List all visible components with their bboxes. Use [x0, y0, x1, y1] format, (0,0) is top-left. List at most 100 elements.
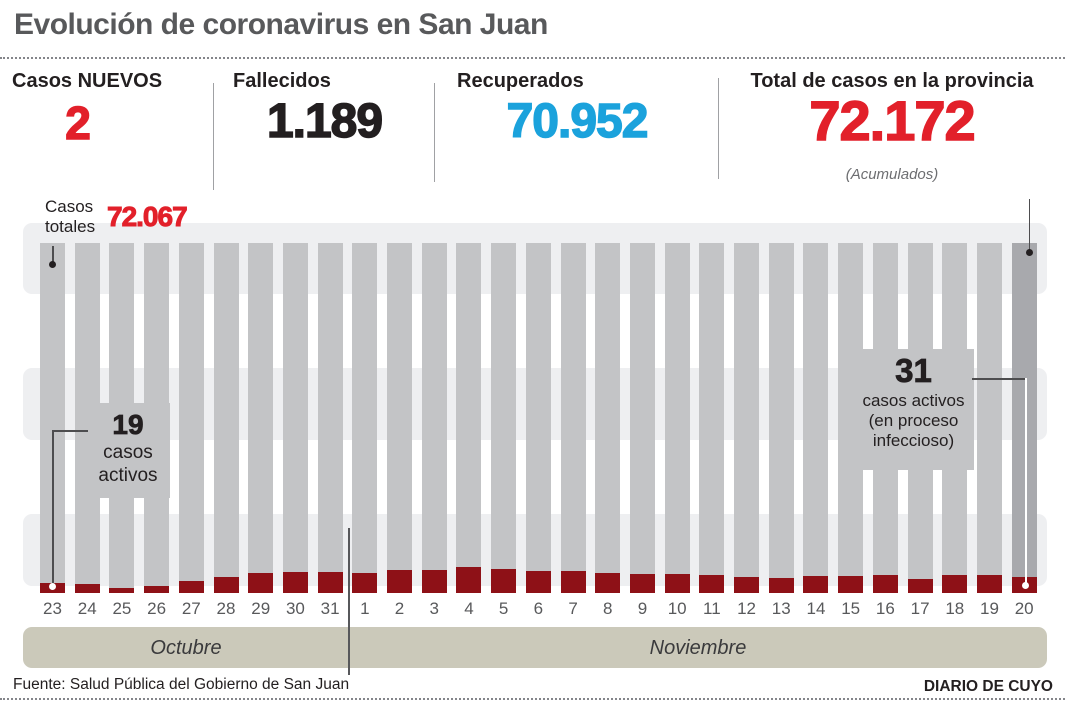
- total-cases-bar: [317, 243, 343, 593]
- x-axis-label: 24: [77, 599, 97, 618]
- total-cases-bar: [629, 243, 655, 593]
- total-connector-line: [1029, 199, 1030, 252]
- stat-value-casos-nuevos: 2: [64, 96, 91, 150]
- callout31-vline: [1025, 378, 1027, 586]
- source-credit: Fuente: Salud Pública del Gobierno de Sa…: [13, 676, 350, 693]
- x-axis-label: 26: [147, 599, 167, 618]
- active-cases-segment: [664, 574, 690, 593]
- active-cases-segment: [213, 577, 239, 593]
- x-axis-label: 31: [320, 599, 340, 618]
- x-axis-label: 2: [394, 599, 405, 618]
- active-cases-callout-nov20: 31 casos activos (en proceso infeccioso): [853, 349, 974, 470]
- active-cases-segment: [803, 576, 829, 593]
- x-axis-label: 3: [429, 599, 439, 618]
- total-cases-bar: [213, 243, 239, 593]
- total-cases-bar: [248, 243, 274, 593]
- active-cases-segment: [248, 573, 274, 593]
- total-cases-bar: [734, 243, 760, 593]
- x-axis-label: 4: [464, 599, 474, 618]
- callout19-vline: [52, 430, 54, 587]
- casos-totales-line2: totales: [45, 217, 96, 236]
- x-axis-label: 10: [667, 599, 687, 618]
- stat-value-total: 72.172: [809, 88, 977, 153]
- month-divider-line: [348, 528, 350, 675]
- x-axis-label: 30: [285, 599, 305, 618]
- active-cases-segment: [387, 570, 413, 593]
- active-cases-segment: [317, 572, 343, 593]
- total-cases-bar: [595, 243, 621, 593]
- stat-label-recuperados: Recuperados: [457, 70, 584, 92]
- total-cases-bar: [491, 243, 517, 593]
- total-cases-bar: [456, 243, 482, 593]
- callout31-line1: casos activos: [862, 391, 965, 410]
- month-band: [23, 627, 1047, 668]
- callout31-dot: [1022, 582, 1029, 589]
- active-cases-segment: [907, 579, 933, 593]
- x-axis-label: 23: [43, 599, 62, 618]
- total-cases-bar: [387, 243, 413, 593]
- stats-divider-1: [213, 83, 214, 190]
- total-cases-bar: [525, 243, 551, 593]
- x-axis-label: 9: [637, 599, 648, 618]
- total-cases-bar: [699, 243, 725, 593]
- month-label-octubre: Octubre: [150, 637, 222, 659]
- total-cases-bar: [976, 243, 1002, 593]
- total-cases-bar: [803, 243, 829, 593]
- casos-totales-caption: Casos totales: [45, 197, 95, 237]
- total-cases-bar: [421, 243, 447, 593]
- stats-divider-2: [434, 83, 435, 182]
- x-axis-label: 19: [980, 599, 999, 618]
- x-axis-label: 16: [875, 599, 895, 618]
- x-axis-label: 17: [910, 599, 930, 618]
- x-axis-label: 28: [216, 599, 236, 618]
- callout31-line3: infeccioso): [872, 431, 955, 450]
- x-axis-label: 20: [1014, 599, 1034, 618]
- x-axis-label: 29: [251, 599, 271, 618]
- x-axis-label: 5: [498, 599, 509, 618]
- total-cases-bar: [560, 243, 586, 593]
- x-axis: 23 24 25 26 27 28 29 30 31 1 2 3 4 5 6 7 8 9 10 11 12 13 14 15 1…: [40, 599, 1037, 619]
- active-cases-segment: [421, 570, 447, 593]
- active-cases-segment: [872, 575, 898, 593]
- active-cases-segment: [595, 573, 621, 593]
- total-connector-dot: [1026, 249, 1033, 256]
- x-axis-label: 27: [181, 599, 201, 618]
- active-cases-segment: [525, 571, 551, 593]
- month-label-noviembre: Noviembre: [649, 637, 747, 659]
- stat-label-casos-nuevos: Casos NUEVOS: [12, 70, 163, 92]
- total-cases-bar: [768, 243, 794, 593]
- stat-value-recuperados: 70.952: [506, 94, 649, 149]
- page-title: Evolución de coronavirus en San Juan: [14, 8, 548, 41]
- active-cases-segment: [352, 573, 378, 593]
- active-cases-segment: [109, 588, 135, 593]
- stat-total-subtitle: (Acumulados): [845, 166, 939, 183]
- callout19-dot: [49, 583, 56, 590]
- active-cases-segment: [456, 567, 482, 593]
- stat-label-total: Total de casos en la provincia: [750, 70, 1034, 92]
- active-cases-segment: [942, 575, 968, 593]
- x-axis-label: 11: [703, 599, 721, 618]
- active-cases-segment: [178, 581, 204, 593]
- active-cases-segment: [560, 571, 586, 593]
- active-cases-segment: [734, 577, 760, 593]
- top-dotted-divider: [0, 57, 1065, 59]
- stats-divider-3: [718, 78, 719, 179]
- active-cases-segment: [144, 586, 170, 593]
- casos-totales-connector-dot: [49, 261, 56, 268]
- bottom-dotted-divider: [0, 698, 1065, 700]
- stat-label-fallecidos: Fallecidos: [233, 70, 331, 92]
- active-cases-segment: [629, 574, 655, 593]
- stat-value-fallecidos: 1.189: [266, 94, 384, 149]
- casos-totales-value: 72.067: [107, 201, 189, 233]
- active-cases-segment: [699, 575, 725, 593]
- total-cases-bar: [664, 243, 690, 593]
- total-cases-bar: [178, 243, 204, 593]
- x-axis-label: 25: [112, 599, 132, 618]
- active-cases-segment: [768, 578, 794, 593]
- x-axis-label: 8: [603, 599, 613, 618]
- casos-totales-connector-line: [52, 246, 54, 263]
- total-cases-bar: [282, 243, 308, 593]
- x-axis-label: 13: [771, 599, 791, 618]
- callout31-hline: [972, 378, 1027, 380]
